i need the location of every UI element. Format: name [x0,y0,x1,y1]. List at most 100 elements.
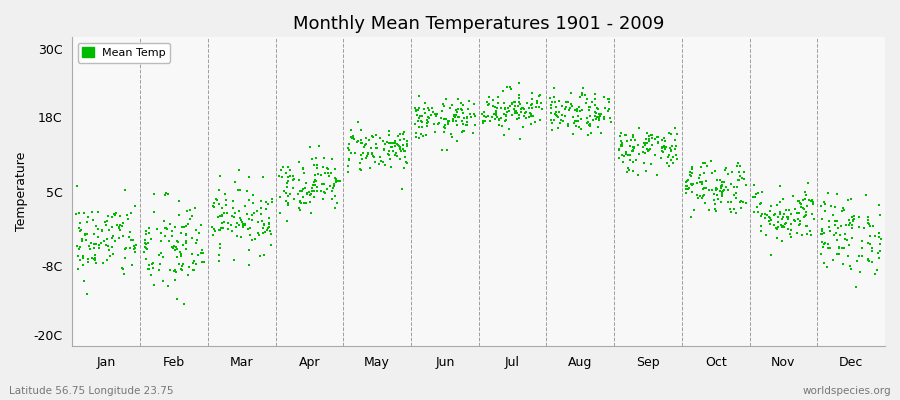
Point [242,261,256,268]
Point [119,244,133,251]
Point [804,198,818,204]
Point [778,219,793,226]
Point [236,222,250,229]
Point [632,150,646,157]
Point [420,105,435,111]
Point [512,80,526,87]
Point [734,198,748,205]
Point [873,240,887,247]
Point [855,245,869,252]
Point [229,224,243,230]
Point [588,108,602,115]
Point [696,193,710,200]
Point [776,222,790,229]
Point [662,130,677,136]
Point [754,222,769,229]
Point [490,114,504,120]
Point [350,138,365,144]
Point [434,114,448,121]
Point [498,118,512,124]
Point [545,99,560,105]
Point [92,242,106,248]
Point [758,211,772,218]
Point [184,235,199,242]
Text: worldspecies.org: worldspecies.org [803,386,891,396]
Point [81,259,95,265]
Point [99,242,113,248]
Point [169,254,184,260]
Point [496,88,510,94]
Point [500,84,515,90]
Point [857,224,871,231]
Point [409,130,423,136]
Point [142,225,157,231]
Point [777,224,791,230]
Point [779,214,794,221]
Point [328,176,343,182]
Point [497,100,511,106]
Point [302,144,317,150]
Point [153,250,167,256]
Point [464,110,478,117]
Point [69,211,84,218]
Point [679,183,693,190]
Point [612,132,626,139]
Point [115,265,130,271]
Point [382,148,396,154]
Point [250,208,265,214]
Point [414,130,428,137]
Point [508,108,523,114]
Point [624,137,638,143]
Point [247,210,261,217]
Point [466,100,481,107]
Point [360,153,374,160]
Point [309,178,323,184]
Point [733,163,747,169]
Point [590,124,605,130]
Point [90,234,104,240]
Point [179,223,194,229]
Point [151,251,166,258]
Point [305,188,320,194]
Point [814,239,829,245]
Point [734,198,748,204]
Point [387,138,401,145]
Point [655,148,670,154]
Point [768,211,782,218]
Point [855,238,869,244]
Point [256,225,270,232]
Point [309,155,323,161]
Point [359,135,374,142]
Point [533,116,547,123]
Point [346,132,360,139]
Point [778,221,793,227]
Point [816,244,831,250]
Point [166,233,180,239]
Point [328,177,343,184]
Point [332,178,347,184]
Point [422,107,436,113]
Point [194,221,208,228]
Point [215,212,230,218]
Point [724,199,738,205]
Point [849,284,863,290]
Point [638,168,652,174]
Point [345,134,359,140]
Point [261,225,275,232]
Point [120,212,134,218]
Point [655,144,670,151]
Point [660,160,674,166]
Point [95,260,110,267]
Point [436,103,451,109]
Point [619,169,634,175]
Point [709,186,724,193]
Point [422,115,436,122]
Point [836,205,850,212]
Point [240,211,255,217]
Point [708,205,723,212]
Point [418,110,432,116]
Point [709,184,724,191]
Point [122,234,136,240]
Point [171,261,185,267]
Point [89,222,104,229]
